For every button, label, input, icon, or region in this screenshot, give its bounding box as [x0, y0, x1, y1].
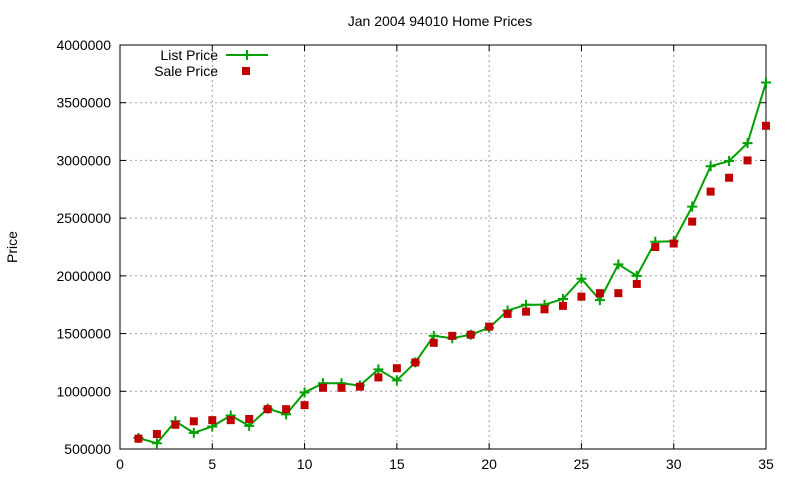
sale-price-point [522, 307, 531, 316]
sale-price-point [355, 382, 364, 391]
list-price-point [724, 156, 735, 167]
sale-price-point [762, 121, 770, 130]
sale-price-point [171, 420, 180, 429]
y-tick-label: 2500000 [56, 210, 111, 226]
chart-title: Jan 2004 94010 Home Prices [348, 13, 532, 29]
axis-ticks [119, 44, 767, 450]
y-tick-label: 500000 [64, 441, 111, 457]
x-tick-label: 0 [116, 456, 124, 472]
x-tick-label: 15 [389, 456, 405, 472]
sale-price-point [226, 416, 235, 425]
y-tick-label: 1000000 [56, 383, 111, 399]
sale-price-point [485, 322, 494, 331]
sale-price-point [448, 331, 457, 340]
sale-price-point [503, 309, 512, 318]
y-tick-label: 3500000 [56, 95, 111, 111]
sale-price-point [558, 301, 567, 310]
legend-marker-list-price [242, 50, 252, 60]
sale-price-point [706, 187, 715, 196]
sale-price-point [337, 383, 346, 392]
sale-price-point [651, 243, 660, 251]
sale-price-point [263, 405, 272, 414]
sale-price-point [540, 305, 549, 314]
sale-price-point [134, 434, 143, 443]
grid [120, 45, 766, 449]
series [133, 77, 771, 449]
sale-price-point [688, 217, 697, 226]
list-price-point [687, 201, 698, 212]
legend-label-sale-price: Sale Price [154, 63, 218, 79]
list-price-point [705, 161, 716, 172]
sale-price-point [189, 417, 198, 426]
legend-marker-sale-price [242, 67, 250, 75]
sale-price-point [743, 156, 752, 165]
y-axis-tick-labels: 500000 1000000 1500000 2000000 2500000 300000… [56, 37, 111, 457]
y-tick-label: 3000000 [56, 152, 111, 168]
list-price-point [613, 259, 624, 270]
sale-price-point [466, 330, 475, 339]
x-tick-label: 25 [574, 456, 590, 472]
sale-price-point [411, 358, 420, 367]
list-price-point [188, 427, 199, 438]
sale-price-point [595, 289, 604, 298]
sale-price-point [208, 416, 217, 425]
legend: List Price Sale Price [154, 47, 268, 79]
sale-price-point [374, 373, 383, 382]
sale-price-point [669, 239, 678, 248]
sale-price-point [632, 279, 641, 288]
y-tick-label: 2000000 [56, 268, 111, 284]
list-price-point [631, 270, 642, 281]
sale-price-point [577, 292, 586, 301]
plot-area-border [119, 44, 767, 450]
legend-label-list-price: List Price [160, 47, 218, 63]
x-tick-label: 5 [208, 456, 216, 472]
list-price-point [373, 364, 384, 375]
list-price-point [576, 273, 587, 284]
list-price-point [761, 77, 771, 88]
sale-price-point [392, 364, 401, 373]
list-price-point [299, 387, 310, 398]
list-price-point [151, 438, 162, 449]
list-price-point [391, 375, 402, 386]
x-tick-label: 35 [758, 456, 774, 472]
sale-price-point [614, 289, 623, 298]
y-tick-label: 4000000 [56, 37, 111, 53]
x-axis-tick-labels: 0 5 10 15 20 25 30 35 [116, 456, 774, 472]
x-tick-label: 30 [666, 456, 682, 472]
sale-price-point [319, 383, 328, 392]
list-price-line [138, 82, 767, 445]
sale-price-point [282, 405, 291, 414]
y-tick-label: 1500000 [56, 326, 111, 342]
x-tick-label: 20 [481, 456, 497, 472]
list-price-point [742, 138, 753, 149]
y-axis-label: Price [4, 231, 20, 263]
sale-price-point [429, 338, 438, 347]
sale-price-point [725, 173, 734, 182]
x-tick-label: 10 [297, 456, 313, 472]
sale-price-point [300, 401, 309, 410]
sale-price-point [152, 429, 161, 438]
sale-price-point [245, 414, 254, 423]
